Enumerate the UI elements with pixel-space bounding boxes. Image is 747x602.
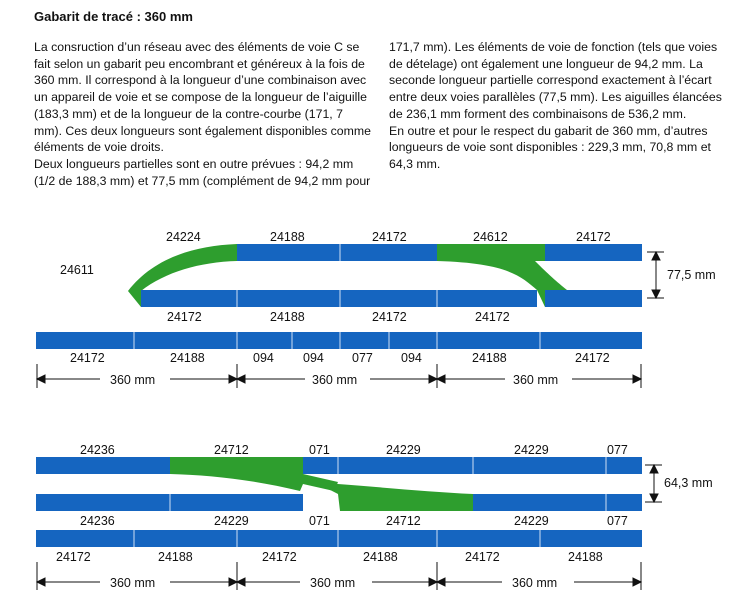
switch-top (170, 457, 338, 491)
label: 24188 (270, 230, 305, 244)
label: 077 (607, 443, 628, 457)
track-segment (473, 494, 642, 511)
label: 094 (253, 351, 274, 365)
diagram-1: 24611 24224 24188 24172 24612 24172 2417… (35, 230, 716, 388)
spacing-label: 64,3 mm (664, 476, 713, 490)
label: 24172 (70, 351, 105, 365)
label: 24712 (214, 443, 249, 457)
label: 24236 (80, 514, 115, 528)
dimension-label: 360 mm (512, 576, 557, 590)
label: 24172 (372, 230, 407, 244)
paragraph: En outre et pour le respect du gabarit d… (389, 123, 711, 171)
text-column-right: 171,7 mm). Les éléments de voie de fonct… (389, 39, 729, 173)
label: 071 (309, 443, 330, 457)
dimension-label: 360 mm (513, 373, 558, 387)
label: 24172 (576, 230, 611, 244)
label: 077 (352, 351, 373, 365)
label: 094 (401, 351, 422, 365)
label: 24172 (56, 550, 91, 564)
switch-curve-left (128, 244, 237, 291)
label: 24612 (473, 230, 508, 244)
label: 24229 (514, 443, 549, 457)
dimension-label: 360 mm (110, 576, 155, 590)
spacing-label: 77,5 mm (667, 268, 716, 282)
label: 24172 (575, 351, 610, 365)
label: 24611 (60, 263, 94, 277)
label: 24236 (80, 443, 115, 457)
dimension-label: 360 mm (312, 373, 357, 387)
label: 24229 (386, 443, 421, 457)
dimension-label: 360 mm (110, 373, 155, 387)
track-straight (36, 332, 642, 349)
diagram-2: 24236 24712 071 24229 24229 077 24236 24… (35, 443, 713, 590)
label: 24172 (167, 310, 202, 324)
label: 24172 (262, 550, 297, 564)
switch-right (437, 244, 567, 307)
label: 24188 (270, 310, 305, 324)
track-straight (36, 530, 642, 547)
dimension-label: 360 mm (310, 576, 355, 590)
track-segment (545, 244, 642, 261)
paragraph: Deux longueurs partielles sont en outre … (34, 156, 371, 188)
label: 24172 (465, 550, 500, 564)
switch-bottom (303, 476, 473, 511)
page-title: Gabarit de tracé : 360 mm (34, 9, 193, 24)
text-column-left: La consruction d’un réseau avec des élém… (34, 39, 372, 189)
label: 094 (303, 351, 324, 365)
label: 24188 (170, 351, 205, 365)
paragraph: La consruction d’un réseau avec des élém… (34, 40, 371, 155)
label: 077 (607, 514, 628, 528)
label: 24712 (386, 514, 421, 528)
label: 24188 (568, 550, 603, 564)
track-segment (237, 244, 437, 261)
label: 24229 (214, 514, 249, 528)
track-segment (545, 290, 642, 307)
track-segment (36, 457, 170, 474)
track-segment (141, 290, 537, 307)
label: 24188 (472, 351, 507, 365)
label: 24224 (166, 230, 201, 244)
label: 24229 (514, 514, 549, 528)
label: 24188 (363, 550, 398, 564)
label: 24172 (475, 310, 510, 324)
label: 24188 (158, 550, 193, 564)
label: 071 (309, 514, 330, 528)
paragraph: 171,7 mm). Les éléments de voie de fonct… (389, 40, 722, 121)
label: 24172 (372, 310, 407, 324)
switch-frog (128, 291, 141, 307)
